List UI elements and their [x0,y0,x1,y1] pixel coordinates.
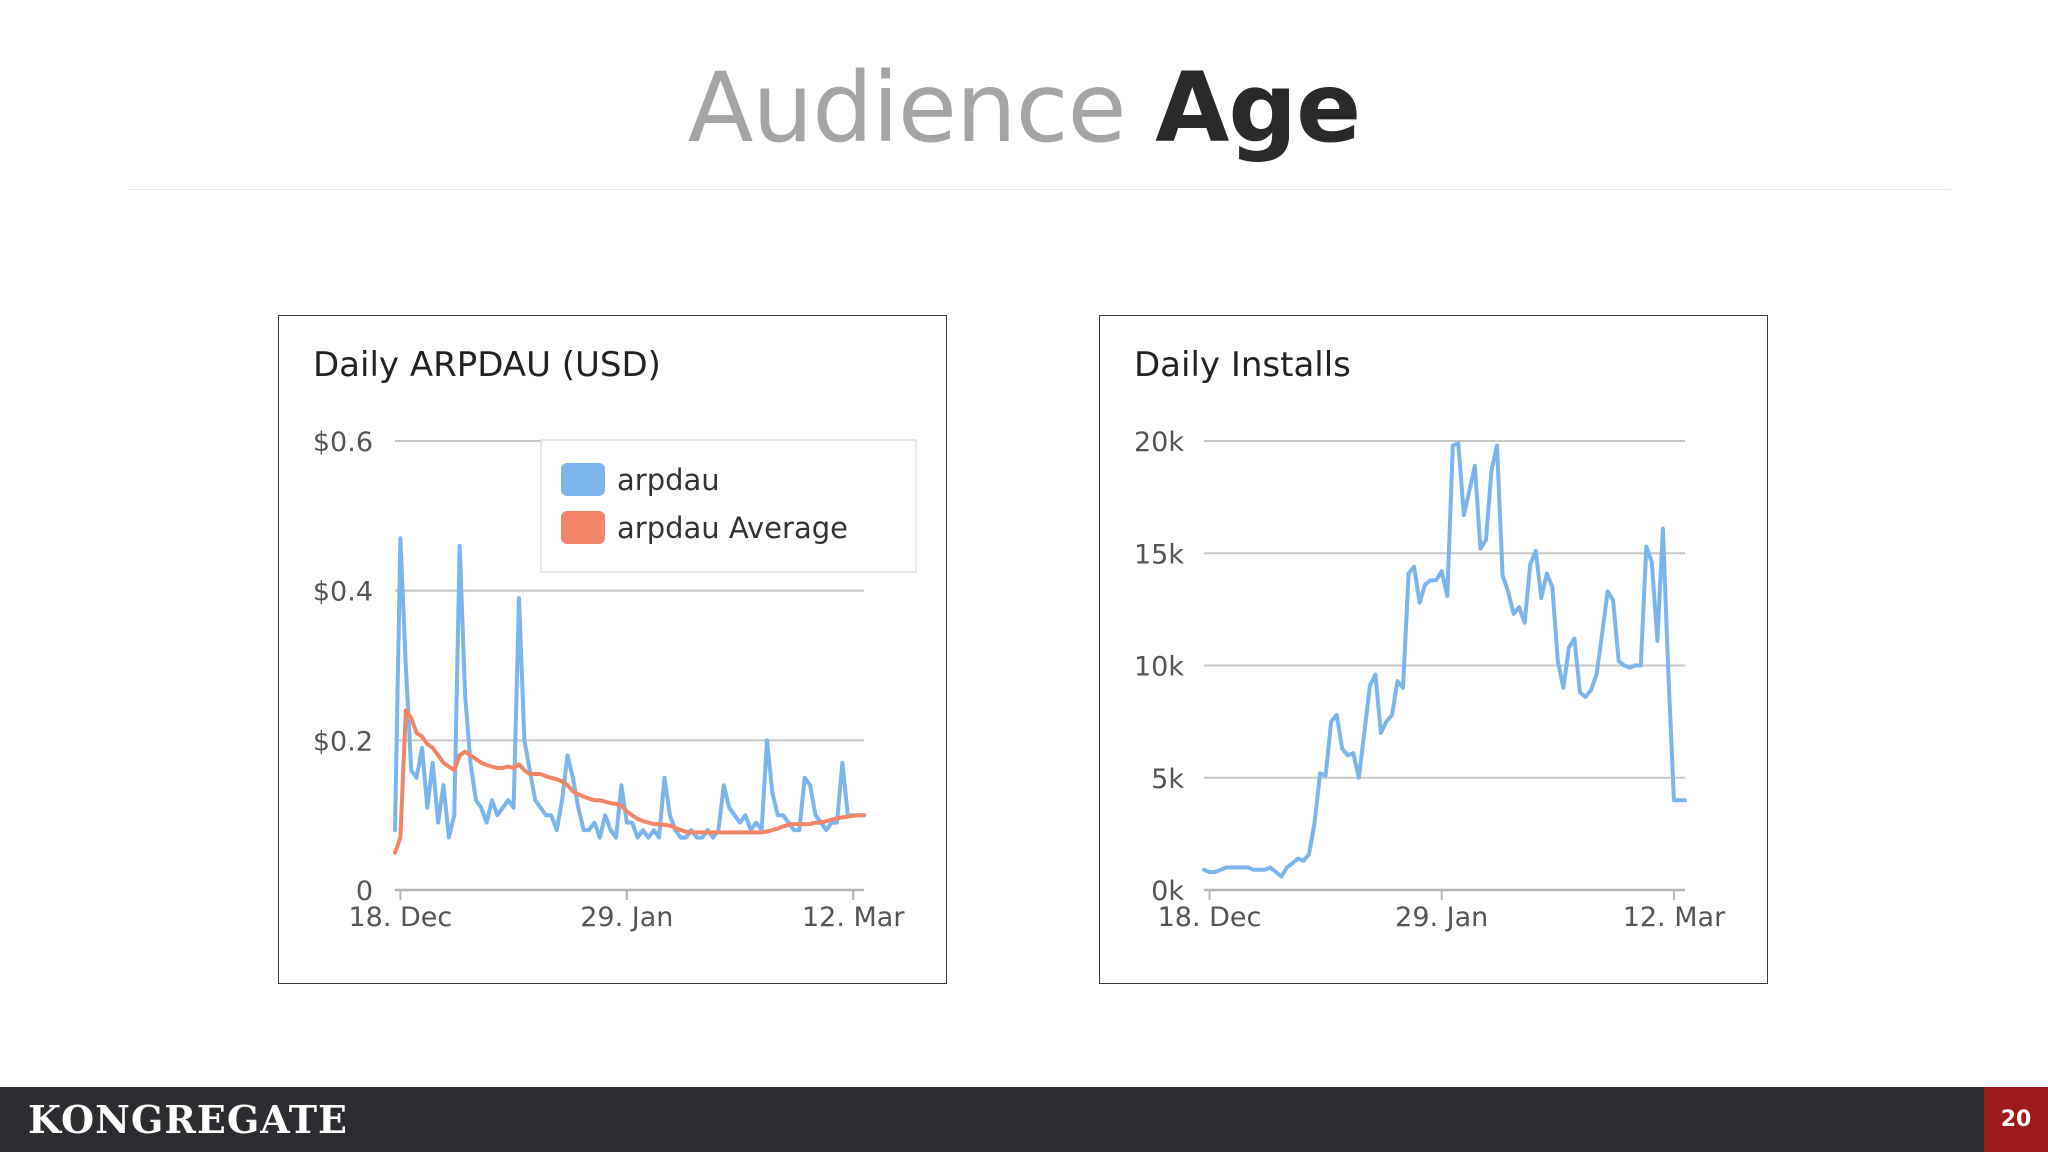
x-tick-label: 29. Jan [580,902,673,933]
y-tick-label: 15k [1134,539,1184,570]
x-tick-label: 12. Mar [1623,902,1726,933]
y-tick-label: 20k [1134,427,1184,458]
series-line-0 [393,536,866,840]
arpdau-chart-panel: Daily ARPDAU (USD) 0 $0.2 $0.4 $0.6 18. Dec 29… [278,315,947,984]
legend-swatch [561,511,605,544]
x-tick-label: 18. Dec [349,902,453,933]
y-tick-label: 0k [1151,876,1184,907]
legend-box [540,439,917,573]
series-line-1 [393,708,866,855]
y-tick-label: $0.6 [313,427,373,458]
slide-title: Audience Age [0,48,2048,168]
y-tick-label: $0.4 [313,577,373,608]
arpdau-chart: Daily ARPDAU (USD) 0 $0.2 $0.4 $0.6 18. Dec 29… [313,345,917,933]
y-tick-label: $0.2 [313,726,373,757]
x-tick-label: 29. Jan [1395,902,1488,933]
title-divider [127,189,1951,190]
y-tick-label: 10k [1134,652,1184,683]
legend-swatch [561,463,605,496]
slide-title-bold: Age [1155,52,1361,164]
y-tick-label: 5k [1151,764,1184,795]
chart-title: Daily ARPDAU (USD) [313,345,661,385]
page-number: 20 [1984,1087,2048,1152]
slide-title-light: Audience [687,52,1127,164]
installs-chart-panel: Daily Installs 0k 5k 10k 15k 20k 18. Dec 29. Ja… [1099,315,1768,984]
installs-chart: Daily Installs 0k 5k 10k 15k 20k 18. Dec 29. Ja… [1134,345,1726,933]
y-tick-label: 0 [356,876,373,907]
x-tick-label: 18. Dec [1158,902,1262,933]
legend-label: arpdau [617,463,720,497]
chart-title: Daily Installs [1134,345,1351,385]
series-line-0 [1202,441,1687,879]
legend-label: arpdau Average [617,511,848,545]
footer-bar: KONGREGATE 20 [0,1087,2048,1152]
x-tick-label: 12. Mar [802,902,905,933]
kongregate-logo: KONGREGATE [28,1097,348,1142]
